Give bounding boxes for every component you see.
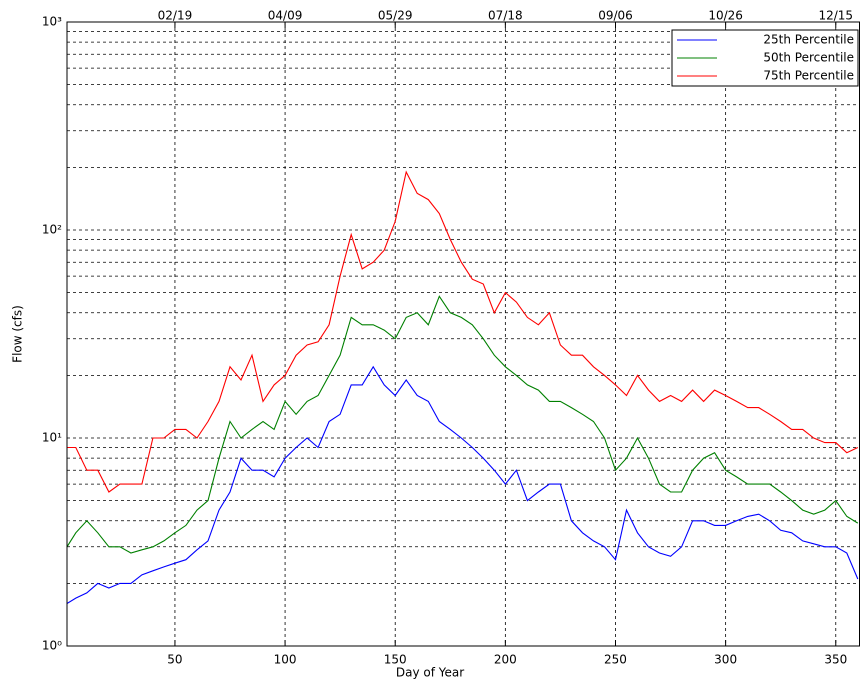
y-tick-label: 10³ (42, 15, 62, 29)
x2-tick-label: 07/18 (488, 9, 523, 23)
x2-tick-label: 02/19 (158, 9, 193, 23)
y-tick-label: 10¹ (42, 431, 62, 445)
legend-label: 25th Percentile (763, 33, 854, 47)
x2-tick-label: 09/06 (598, 9, 633, 23)
series-line (67, 365, 859, 604)
x-tick-label: 350 (824, 653, 847, 667)
x-axis-label: Day of Year (396, 666, 464, 680)
x-tick-label: 50 (167, 653, 182, 667)
legend-label: 75th Percentile (763, 69, 854, 83)
x-tick-label: 100 (274, 653, 297, 667)
plot-area (67, 22, 860, 646)
y-axis-label: Flow (cfs) (11, 305, 25, 363)
y-tick-label: 10⁰ (42, 639, 62, 653)
series-line (67, 295, 859, 554)
x2-tick-label: 12/15 (818, 9, 853, 23)
legend-label: 50th Percentile (763, 51, 854, 65)
x-tick-label: 150 (384, 653, 407, 667)
x2-tick-label: 10/26 (708, 9, 743, 23)
x-tick-label: 250 (604, 653, 627, 667)
x-tick-label: 300 (714, 653, 737, 667)
x-tick-label: 200 (494, 653, 517, 667)
y-tick-label: 10² (42, 223, 62, 237)
series-line (67, 170, 859, 493)
x2-tick-label: 05/29 (378, 9, 413, 23)
x2-tick-label: 04/09 (268, 9, 303, 23)
